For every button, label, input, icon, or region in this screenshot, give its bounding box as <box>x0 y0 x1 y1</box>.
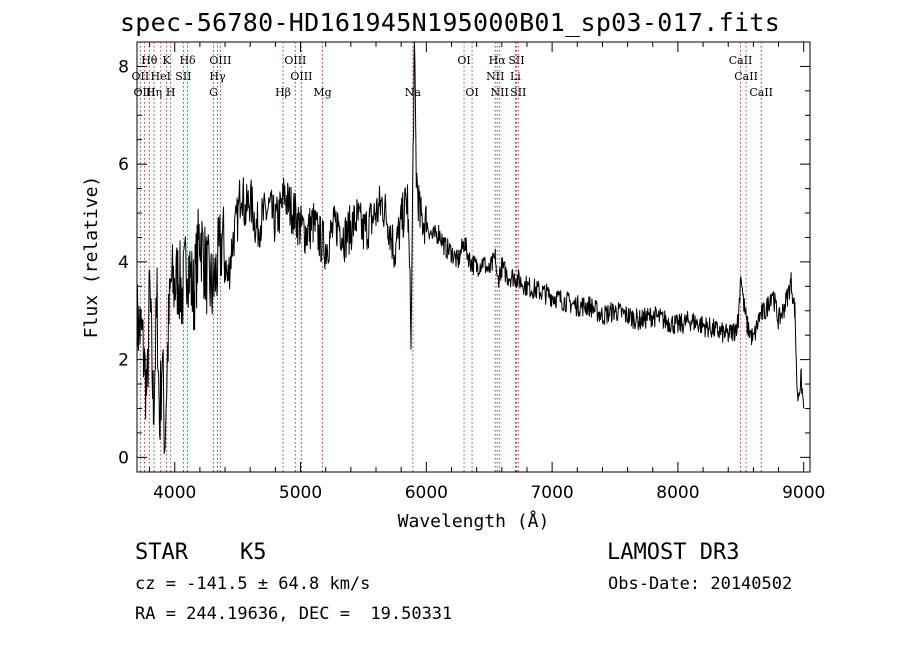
ra-dec: RA = 244.19636, DEC = 19.50331 <box>135 604 453 624</box>
spectral-line-label: K <box>162 54 171 67</box>
x-axis-label: Wavelength (Å) <box>398 510 550 532</box>
spectral-line-label: Hβ <box>275 86 291 99</box>
spectral-line-label: OI <box>465 86 478 99</box>
spectral-line-label: OIII <box>284 54 306 67</box>
spectral-line-label: Hδ <box>179 54 196 67</box>
x-tick-label: 7000 <box>530 483 573 503</box>
x-tick-label: 5000 <box>279 483 322 503</box>
y-tick-label: 8 <box>118 57 129 77</box>
spectral-line-label: Hη <box>146 86 162 99</box>
y-tick-label: 2 <box>118 351 129 371</box>
spectrum-line <box>136 41 805 454</box>
spectral-line-label: OIII <box>290 70 312 83</box>
spectral-line-label: CaII <box>749 86 773 99</box>
y-tick-label: 0 <box>118 448 129 468</box>
spectral-line-label: Mg <box>313 86 331 99</box>
spectral-line-label: Hα <box>489 54 507 67</box>
spectral-line-label: Na <box>405 86 422 99</box>
x-tick-label: 4000 <box>153 483 196 503</box>
spectral-line-label: SII <box>175 70 191 83</box>
spectral-line-label: OIII <box>134 86 156 99</box>
spectral-line-label: H <box>166 86 176 99</box>
spectral-line-label: Li <box>510 70 521 83</box>
y-tick-label: 4 <box>118 253 129 273</box>
chart-title: spec-56780-HD161945N195000B01_sp03-017.f… <box>119 8 781 37</box>
y-tick-label: 6 <box>118 155 129 175</box>
redshift-cz: cz = -141.5 ± 64.8 km/s <box>135 574 371 594</box>
x-tick-label: 6000 <box>405 483 448 503</box>
x-tick-label: 9000 <box>782 483 825 503</box>
spectral-line-label: SII <box>510 86 526 99</box>
spectral-line-label: OIII <box>209 54 231 67</box>
spectral-line-label: NII <box>491 86 509 99</box>
y-axis-label: Flux (relative) <box>81 176 102 339</box>
spectral-line-label: Hθ <box>141 54 158 67</box>
x-tick-label: 8000 <box>656 483 699 503</box>
spectral-line-label: G <box>209 86 218 99</box>
spectral-line-label: SII <box>508 54 524 67</box>
spectral-line-label: OII <box>132 70 150 83</box>
survey-label: LAMOST DR3 <box>607 540 740 565</box>
spectral-line-label: HeI <box>151 70 171 83</box>
spectral-line-label: OI <box>457 54 470 67</box>
spectral-line-label: CaII <box>729 54 753 67</box>
spectral-line-label: NII <box>486 70 504 83</box>
plot-frame <box>136 41 811 473</box>
object-class: STAR <box>135 540 188 565</box>
spectral-line-label: Hγ <box>209 70 226 83</box>
obs-date: Obs-Date: 20140502 <box>608 574 793 594</box>
spectral-line-label: CaII <box>734 70 758 83</box>
object-subclass: K5 <box>240 540 267 565</box>
